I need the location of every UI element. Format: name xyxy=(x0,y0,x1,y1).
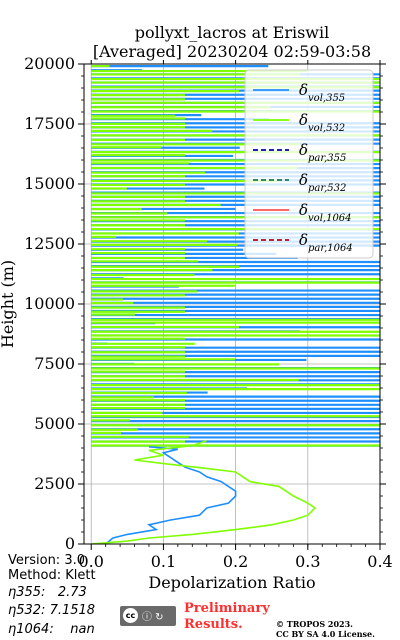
cc-license-badge: cc ⓘ ↻ xyxy=(120,606,176,626)
legend-label-4: δvol,1064 xyxy=(299,201,352,224)
credit-line2: CC BY SA 4.0 License. xyxy=(276,629,375,639)
y-tick-label-4: 10000 xyxy=(24,294,75,313)
x-tick-label-3: 0.3 xyxy=(295,552,320,571)
preliminary-line1: Preliminary xyxy=(184,601,270,616)
by-sa-icons: ⓘ ↻ xyxy=(142,612,164,623)
method-text: Method: Klett xyxy=(8,568,96,583)
y-axis-label: Height (m) xyxy=(0,260,17,348)
chart-title-line2: [Averaged] 20230204 02:59-03:58 xyxy=(93,42,371,61)
x-tick-label-4: 0.4 xyxy=(367,552,392,571)
credit-line1: © TROPOS 2023. xyxy=(276,619,353,629)
series-line-0 xyxy=(105,446,237,544)
y-tick-label-3: 7500 xyxy=(34,354,75,373)
x-axis-label: Depolarization Ratio xyxy=(148,573,315,592)
chart-title-line1: pollyxt_lacros at Eriswil xyxy=(135,23,329,42)
y-tick-label-1: 2500 xyxy=(34,474,75,493)
eta532-text: η532: 7.1518 xyxy=(8,603,96,618)
x-tick-label-1: 0.1 xyxy=(151,552,176,571)
version-text: Version: 3.0 xyxy=(8,553,85,568)
legend-label-2: δpar,355 xyxy=(299,141,346,164)
x-tick-label-0: 0.0 xyxy=(78,552,103,571)
legend-label-3: δpar,532 xyxy=(299,171,346,194)
y-tick-label-5: 12500 xyxy=(24,234,75,253)
y-tick-label-2: 5000 xyxy=(34,414,75,433)
preliminary-results-note: Preliminary Results. xyxy=(184,601,270,633)
legend-box xyxy=(244,69,374,259)
series-line-1 xyxy=(91,440,317,544)
eta1064-text: η1064: nan xyxy=(8,622,95,637)
x-tick-label-2: 0.2 xyxy=(223,552,248,571)
y-tick-label-7: 17500 xyxy=(24,114,75,133)
tropos-credit: © TROPOS 2023. CC BY SA 4.0 License. xyxy=(276,619,375,639)
eta355-text: η355: 2.73 xyxy=(8,585,87,600)
preliminary-line2: Results. xyxy=(184,617,243,632)
y-tick-label-0: 0 xyxy=(65,534,75,553)
y-tick-label-6: 15000 xyxy=(24,174,75,193)
legend-label-1: δvol,532 xyxy=(299,111,345,134)
legend-label-0: δvol,355 xyxy=(299,81,345,104)
y-tick-label-8: 20000 xyxy=(24,54,75,73)
chart-legend: δvol,355 δvol,532 δpar,355 δpar,532 δvol,106… xyxy=(244,69,374,259)
cc-icon: cc xyxy=(123,608,138,623)
chart-axes: 0.0 0.1 0.2 0.3 0.4 0 2500 5000 7500 10000 12500 15… xyxy=(24,54,393,571)
legend-label-5: δpar,1064 xyxy=(299,231,353,254)
series-lines xyxy=(91,440,317,544)
